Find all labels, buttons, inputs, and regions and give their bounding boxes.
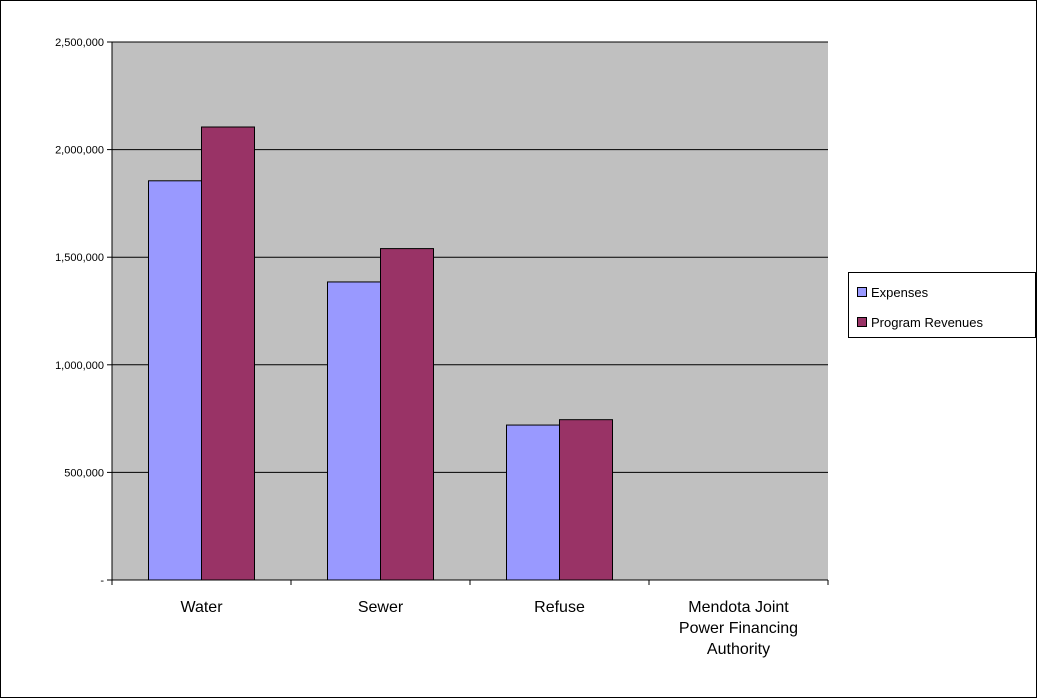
bar-program-revenues-sewer xyxy=(380,248,434,581)
legend: Expenses Program Revenues xyxy=(848,272,1036,338)
x-category-label: Refuse xyxy=(534,599,585,616)
x-category-label: Power Financing xyxy=(679,620,798,637)
y-tick-label: - xyxy=(100,575,104,587)
bar-expenses-refuse xyxy=(506,424,560,581)
bar-expenses-sewer xyxy=(327,281,381,581)
bar-program-revenues-water xyxy=(201,126,255,581)
legend-swatch-expenses xyxy=(857,287,867,297)
x-category-label: Water xyxy=(180,599,223,616)
y-tick-label: 1,000,000 xyxy=(55,360,104,372)
y-tick-label: 1,500,000 xyxy=(55,252,104,264)
bar-expenses-water xyxy=(148,180,202,581)
x-category-label: Mendota Joint xyxy=(688,599,789,616)
legend-swatch-program-revenues xyxy=(857,317,867,327)
legend-label-program-revenues: Program Revenues xyxy=(871,314,983,330)
y-tick-label: 2,500,000 xyxy=(55,37,104,49)
bar-program-revenues-refuse xyxy=(559,419,613,581)
y-tick-label: 500,000 xyxy=(64,467,104,479)
x-category-label: Sewer xyxy=(358,599,404,616)
x-category-label: Authority xyxy=(707,641,770,658)
legend-item-program-revenues: Program Revenues xyxy=(857,313,983,331)
legend-item-expenses: Expenses xyxy=(857,283,928,301)
y-tick-label: 2,000,000 xyxy=(55,145,104,157)
legend-label-expenses: Expenses xyxy=(871,284,929,300)
